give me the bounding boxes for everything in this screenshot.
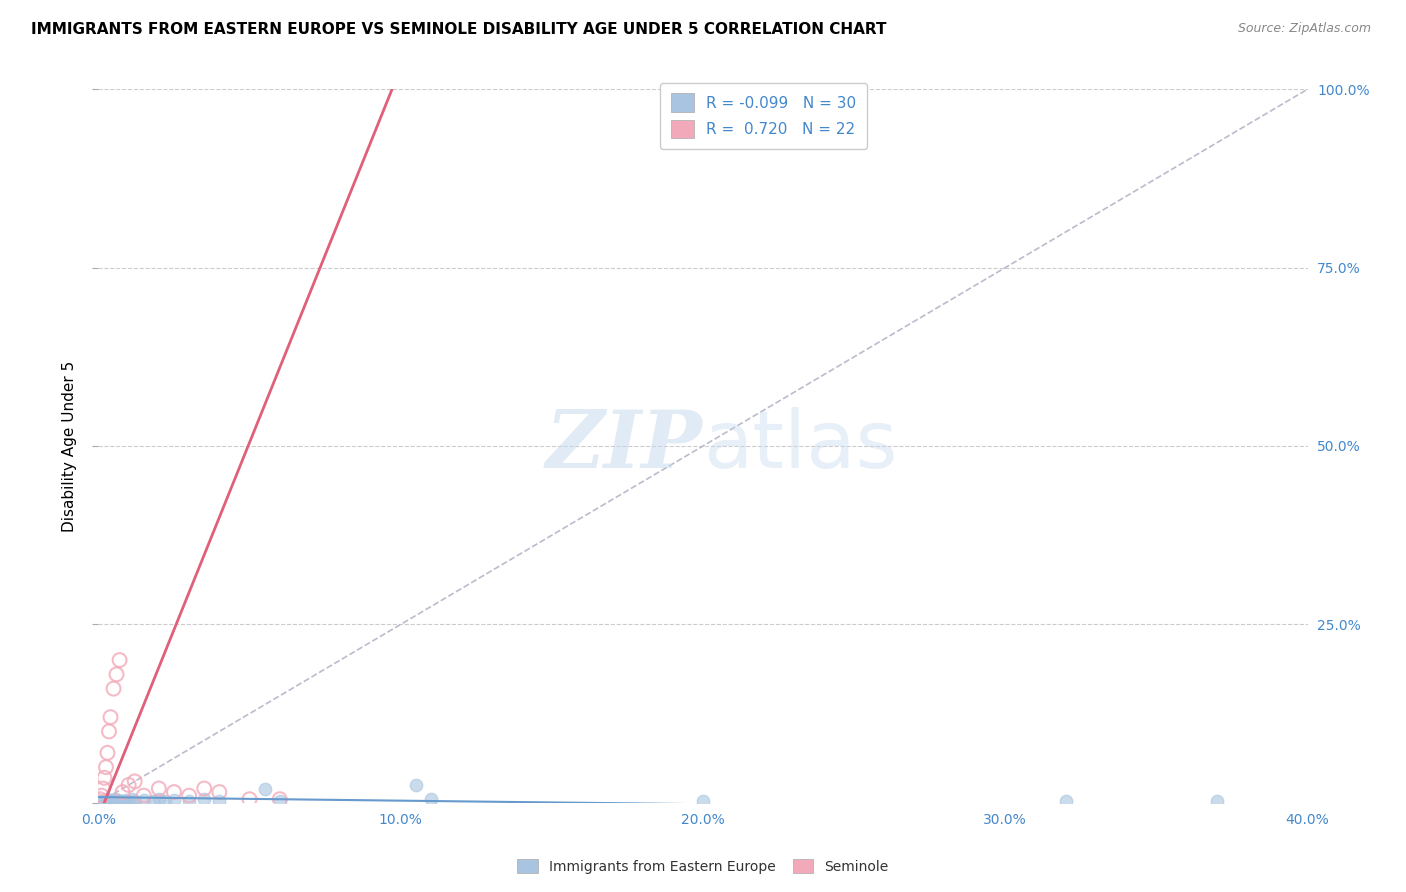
Point <box>96 792 118 806</box>
Point <box>193 792 215 806</box>
Point <box>142 794 165 808</box>
Point <box>148 792 170 806</box>
Point <box>124 794 146 808</box>
Point <box>104 792 127 806</box>
Point <box>100 710 122 724</box>
Point <box>105 667 128 681</box>
Legend: Immigrants from Eastern Europe, Seminole: Immigrants from Eastern Europe, Seminole <box>510 852 896 880</box>
Point <box>90 789 112 803</box>
Point <box>118 778 141 792</box>
Point <box>269 792 291 806</box>
Point <box>132 793 155 807</box>
Point <box>163 785 186 799</box>
Point <box>179 789 201 803</box>
Point <box>239 792 262 806</box>
Point <box>420 792 443 806</box>
Point <box>103 794 125 808</box>
Point <box>91 781 114 796</box>
Text: IMMIGRANTS FROM EASTERN EUROPE VS SEMINOLE DISABILITY AGE UNDER 5 CORRELATION CH: IMMIGRANTS FROM EASTERN EUROPE VS SEMINO… <box>31 22 886 37</box>
Point <box>98 724 121 739</box>
Point <box>208 785 231 799</box>
Point <box>114 793 136 807</box>
Point <box>90 794 112 808</box>
Point <box>692 794 714 808</box>
Point <box>179 794 201 808</box>
Point <box>100 793 122 807</box>
Point <box>103 681 125 696</box>
Point <box>111 794 134 808</box>
Text: ZIP: ZIP <box>546 408 703 484</box>
Point <box>105 794 128 808</box>
Point <box>118 794 141 808</box>
Point <box>193 781 215 796</box>
Point <box>96 746 118 760</box>
Text: Source: ZipAtlas.com: Source: ZipAtlas.com <box>1237 22 1371 36</box>
Point <box>98 794 121 808</box>
Legend: R = -0.099   N = 30, R =  0.720   N = 22: R = -0.099 N = 30, R = 0.720 N = 22 <box>661 83 866 149</box>
Point <box>107 793 129 807</box>
Point <box>124 774 146 789</box>
Point <box>253 781 276 796</box>
Point <box>208 794 231 808</box>
Point <box>93 771 115 785</box>
Point <box>89 792 111 806</box>
Point <box>94 760 117 774</box>
Point <box>111 785 134 799</box>
Point <box>163 793 186 807</box>
Point <box>93 794 115 808</box>
Point <box>108 794 131 808</box>
Y-axis label: Disability Age Under 5: Disability Age Under 5 <box>62 360 77 532</box>
Text: atlas: atlas <box>703 407 897 485</box>
Point <box>153 794 176 808</box>
Point <box>148 781 170 796</box>
Point <box>1206 794 1229 808</box>
Point <box>1054 794 1077 808</box>
Point <box>132 789 155 803</box>
Point <box>108 653 131 667</box>
Point <box>121 792 143 806</box>
Point <box>405 778 427 792</box>
Point <box>269 794 291 808</box>
